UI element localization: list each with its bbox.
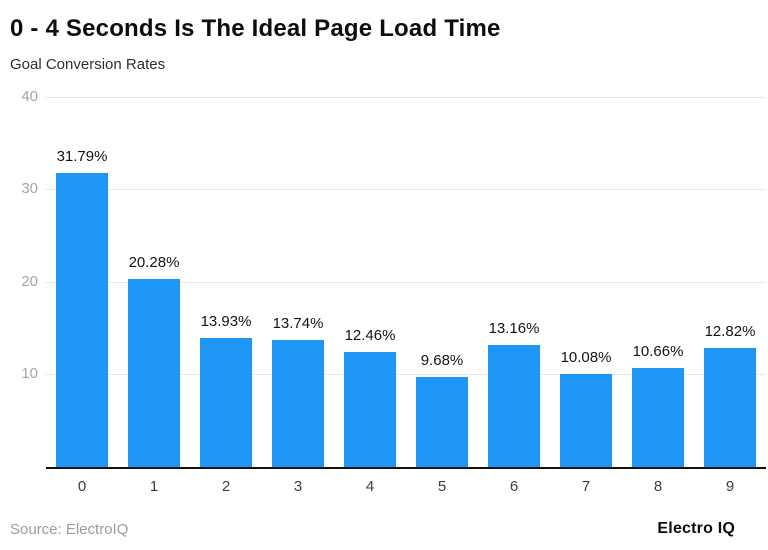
bar-slot-2: 13.93%	[190, 312, 262, 467]
chart-title: 0 - 4 Seconds Is The Ideal Page Load Tim…	[10, 15, 501, 42]
bar-value-label: 13.16%	[488, 320, 540, 337]
y-tick-label-40: 40	[21, 88, 38, 105]
bar	[488, 345, 540, 467]
bar-value-label: 20.28%	[128, 254, 180, 271]
bar-value-label: 9.68%	[420, 352, 464, 369]
bar-slot-7: 10.08%	[550, 348, 622, 467]
bar-slot-1: 20.28%	[118, 253, 190, 467]
bar-value-label: 31.79%	[56, 148, 108, 165]
x-tick-label: 0	[77, 478, 87, 495]
bar-value-label: 13.74%	[272, 315, 324, 332]
bar	[416, 377, 468, 467]
x-tick-label: 6	[509, 478, 519, 495]
x-tick-label: 5	[437, 478, 447, 495]
bar-slot-5: 9.68%	[406, 351, 478, 467]
brand-text: Electro IQ	[657, 520, 735, 537]
gridline-30	[46, 189, 766, 190]
x-tick-label: 7	[581, 478, 591, 495]
bar	[56, 173, 108, 467]
bar	[344, 352, 396, 467]
bars-container: 31.79% 20.28% 13.93% 13.74% 12.46% 9.68% 13.16…	[46, 97, 766, 467]
bar	[704, 348, 756, 467]
plot-area: 31.79% 20.28% 13.93% 13.74% 12.46% 9.68% 13.16…	[21, 88, 766, 469]
bar-value-label: 12.46%	[344, 327, 396, 344]
x-axis-line	[46, 467, 766, 469]
x-tick-label: 8	[653, 478, 663, 495]
gridline-40	[46, 97, 766, 98]
bar-slot-4: 12.46%	[334, 326, 406, 467]
bar-value-label: 10.66%	[632, 343, 684, 360]
y-tick-label-10: 10	[21, 365, 38, 382]
gridline-20	[46, 282, 766, 283]
x-tick-label: 9	[725, 478, 735, 495]
source-text: Source: ElectroIQ	[10, 520, 129, 538]
x-tick-label: 2	[221, 478, 231, 495]
bar	[272, 340, 324, 467]
x-tick-label: 4	[365, 478, 375, 495]
bar-slot-8: 10.66%	[622, 342, 694, 467]
x-tick-label: 1	[149, 478, 159, 495]
bar-slot-6: 13.16%	[478, 319, 550, 467]
x-axis-labels: 0 1 2 3 4 5 6 7 8 9	[46, 477, 766, 496]
bar	[128, 279, 180, 467]
bar-slot-9: 12.82%	[694, 322, 766, 467]
gridline-10	[46, 374, 766, 375]
bar	[560, 374, 612, 467]
bar-value-label: 13.93%	[200, 313, 252, 330]
bar-slot-3: 13.74%	[262, 314, 334, 467]
y-tick-label-30: 30	[21, 180, 38, 197]
bar-value-label: 12.82%	[704, 323, 756, 340]
bar	[632, 368, 684, 467]
chart-footer: Source: ElectroIQ Electro IQ	[10, 520, 756, 538]
bar-slot-0: 31.79%	[46, 147, 118, 467]
bar	[200, 338, 252, 467]
x-tick-label: 3	[293, 478, 303, 495]
bar-chart: 31.79% 20.28% 13.93% 13.74% 12.46% 9.68% 13.16…	[10, 88, 766, 496]
chart-subtitle: Goal Conversion Rates	[10, 56, 166, 73]
y-tick-label-20: 20	[21, 273, 38, 290]
bar-value-label: 10.08%	[560, 349, 612, 366]
